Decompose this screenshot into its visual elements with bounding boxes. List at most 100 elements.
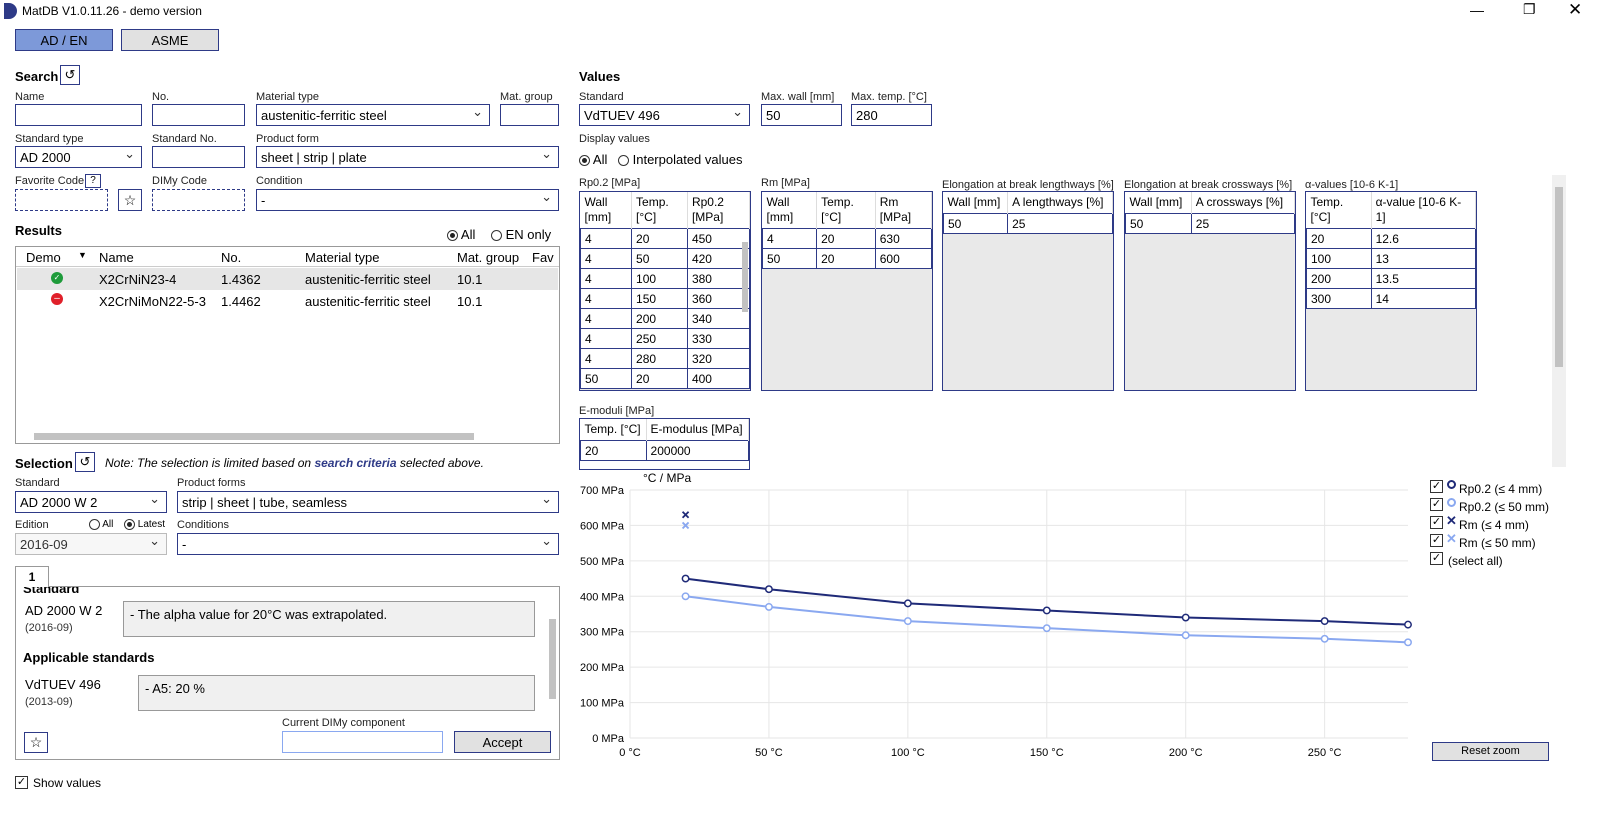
sel-standard-select[interactable]: AD 2000 W 2 [15, 491, 167, 513]
edition-latest-radio[interactable]: Latest [124, 519, 165, 530]
close-button[interactable]: ✕ [1568, 0, 1583, 19]
y-tick-label: 300 MPa [580, 627, 625, 639]
table-row[interactable]: 20 200000 [580, 440, 749, 461]
product-forms-select[interactable]: strip | sheet | tube, seamless [177, 491, 559, 513]
favorite-star-icon[interactable]: ☆ [24, 732, 48, 753]
legend-checkbox[interactable]: ✓ [1430, 552, 1443, 565]
panel-scrollbar[interactable] [549, 619, 556, 699]
table-row[interactable]: 200 13.5 [1306, 268, 1476, 289]
tab-ad-en[interactable]: AD / EN [15, 29, 113, 51]
legend-item[interactable]: ✓ ✕ Rm (≤ 50 mm) [1430, 531, 1560, 550]
edition-select[interactable]: 2016-09 [15, 533, 167, 555]
result-no: 1.4362 [221, 272, 261, 287]
emod-header-cell: Temp. [°C] [580, 419, 647, 441]
no-input[interactable] [152, 104, 245, 126]
legend-checkbox[interactable]: ✓ [1430, 516, 1443, 529]
favorite-code-input[interactable] [15, 189, 108, 211]
filter-en-only-radio[interactable]: EN only [491, 227, 551, 242]
table-row[interactable]: 4 150 360 [580, 288, 750, 309]
table-row[interactable]: 4 20 450 [580, 228, 750, 249]
max-wall-input[interactable]: 50 [761, 104, 842, 126]
horizontal-scrollbar[interactable] [34, 433, 474, 440]
legend-checkbox[interactable]: ✓ [1430, 480, 1443, 493]
legend-checkbox[interactable]: ✓ [1430, 534, 1443, 547]
table-row[interactable]: 4 250 330 [580, 328, 750, 349]
col-demo[interactable]: Demo [26, 250, 61, 265]
result-type: austenitic-ferritic steel [305, 272, 431, 287]
dimy-component-input[interactable] [282, 731, 443, 753]
reset-search-icon[interactable]: ↺ [60, 65, 80, 85]
table-row[interactable]: ✓ X2CrNiN23-4 1.4362 austenitic-ferritic… [17, 268, 558, 290]
reset-selection-icon[interactable]: ↺ [75, 452, 95, 472]
values-scroll-thumb[interactable] [1555, 187, 1563, 367]
product-form-select[interactable]: sheet | strip | plate [256, 146, 559, 168]
dimy-code-input[interactable] [152, 189, 245, 211]
material-type-select[interactable]: austenitic-ferritic steel [256, 104, 490, 126]
standard-no-input[interactable] [152, 146, 245, 168]
col-mat-group[interactable]: Mat. group [457, 250, 520, 265]
dimy-code-label: DIMy Code [152, 175, 208, 187]
standard-type-select[interactable]: AD 2000 [15, 146, 142, 168]
table-cell: 20 [816, 228, 876, 249]
table-row[interactable]: 4 200 340 [580, 308, 750, 329]
rp-scrollbar[interactable] [742, 242, 748, 312]
maximize-button[interactable]: ❐ [1523, 1, 1536, 17]
rp-title: Rp0.2 [MPa] [579, 177, 641, 189]
values-scrollbar[interactable] [1552, 175, 1566, 467]
reset-zoom-button[interactable]: Reset zoom [1432, 742, 1549, 761]
standard-type-label: Standard type [15, 133, 84, 145]
table-row[interactable]: 4 100 380 [580, 268, 750, 289]
tab-1[interactable]: 1 [15, 566, 49, 587]
table-row[interactable]: 100 13 [1306, 248, 1476, 269]
show-values-checkbox[interactable]: ✓ [15, 776, 28, 789]
edition-all-radio[interactable]: All [89, 519, 113, 530]
col-material-type[interactable]: Material type [305, 250, 380, 265]
table-row[interactable]: 4 20 630 [762, 228, 932, 249]
table-row[interactable]: 50 25 [943, 213, 1113, 234]
chart-plot[interactable]: 0 MPa 100 MPa 200 MPa 300 MPa 400 MPa 500 MPa… [560, 480, 1430, 770]
mat-group-input[interactable] [500, 104, 559, 126]
values-standard-select[interactable]: VdTUEV 496 [579, 104, 750, 126]
conditions-select[interactable]: - [177, 533, 559, 555]
max-temp-input[interactable]: 280 [851, 104, 932, 126]
alpha-header-cell: α-value [10-6 K-1] [1371, 192, 1476, 229]
legend-checkbox[interactable]: ✓ [1430, 498, 1443, 511]
col-name[interactable]: Name [99, 250, 134, 265]
table-cell: 200000 [645, 440, 749, 461]
table-row[interactable]: 4 280 320 [580, 348, 750, 369]
table-row[interactable]: 4 50 420 [580, 248, 750, 269]
search-criteria-link[interactable]: search criteria [314, 456, 397, 470]
minimize-button[interactable]: — [1470, 2, 1484, 18]
circle-marker-icon [1447, 498, 1456, 507]
name-input[interactable] [15, 104, 142, 126]
legend-item[interactable]: ✓ Rp0.2 (≤ 4 mm) [1430, 480, 1560, 496]
x-tick-label: 150 °C [1030, 747, 1064, 759]
accept-button[interactable]: Accept [454, 731, 551, 753]
legend-item[interactable]: ✓ ✕ Rm (≤ 4 mm) [1430, 513, 1560, 532]
condition-select[interactable]: - [256, 189, 559, 211]
table-row[interactable]: 300 14 [1306, 288, 1476, 309]
sel-standard-label: Standard [15, 477, 60, 489]
table-row[interactable]: 20 12.6 [1306, 228, 1476, 249]
el-table: Wall [mm] A lengthways [%] 50 25 [942, 191, 1114, 391]
el-header-cell: A lengthways [%] [1007, 192, 1113, 214]
table-cell: 630 [874, 228, 932, 249]
table-row[interactable]: – X2CrNiMoN22-5-3 1.4462 austenitic-ferr… [17, 290, 558, 312]
col-fav[interactable]: Fav [532, 250, 554, 265]
display-all-radio[interactable]: All [579, 152, 607, 167]
legend-item[interactable]: ✓ Rp0.2 (≤ 50 mm) [1430, 498, 1560, 514]
tab-asme[interactable]: ASME [121, 29, 219, 51]
legend-item[interactable]: ✓ (select all) [1430, 552, 1560, 568]
favorites-list-icon[interactable]: ☆ [118, 189, 142, 211]
table-row[interactable]: 50 25 [1125, 213, 1295, 234]
filter-all-radio[interactable]: All [447, 227, 475, 242]
table-row[interactable]: 50 20 600 [762, 248, 932, 269]
show-values-label: Show values [33, 776, 102, 790]
data-point [1181, 631, 1190, 640]
col-no[interactable]: No. [221, 250, 242, 265]
display-interp-radio[interactable]: Interpolated values [618, 152, 742, 167]
ec-header-cell: Wall [mm] [1125, 192, 1192, 214]
table-row[interactable]: 50 20 400 [580, 368, 750, 389]
favorite-code-help[interactable]: ? [85, 174, 101, 188]
legend-label: Rm (≤ 50 mm) [1459, 536, 1536, 550]
